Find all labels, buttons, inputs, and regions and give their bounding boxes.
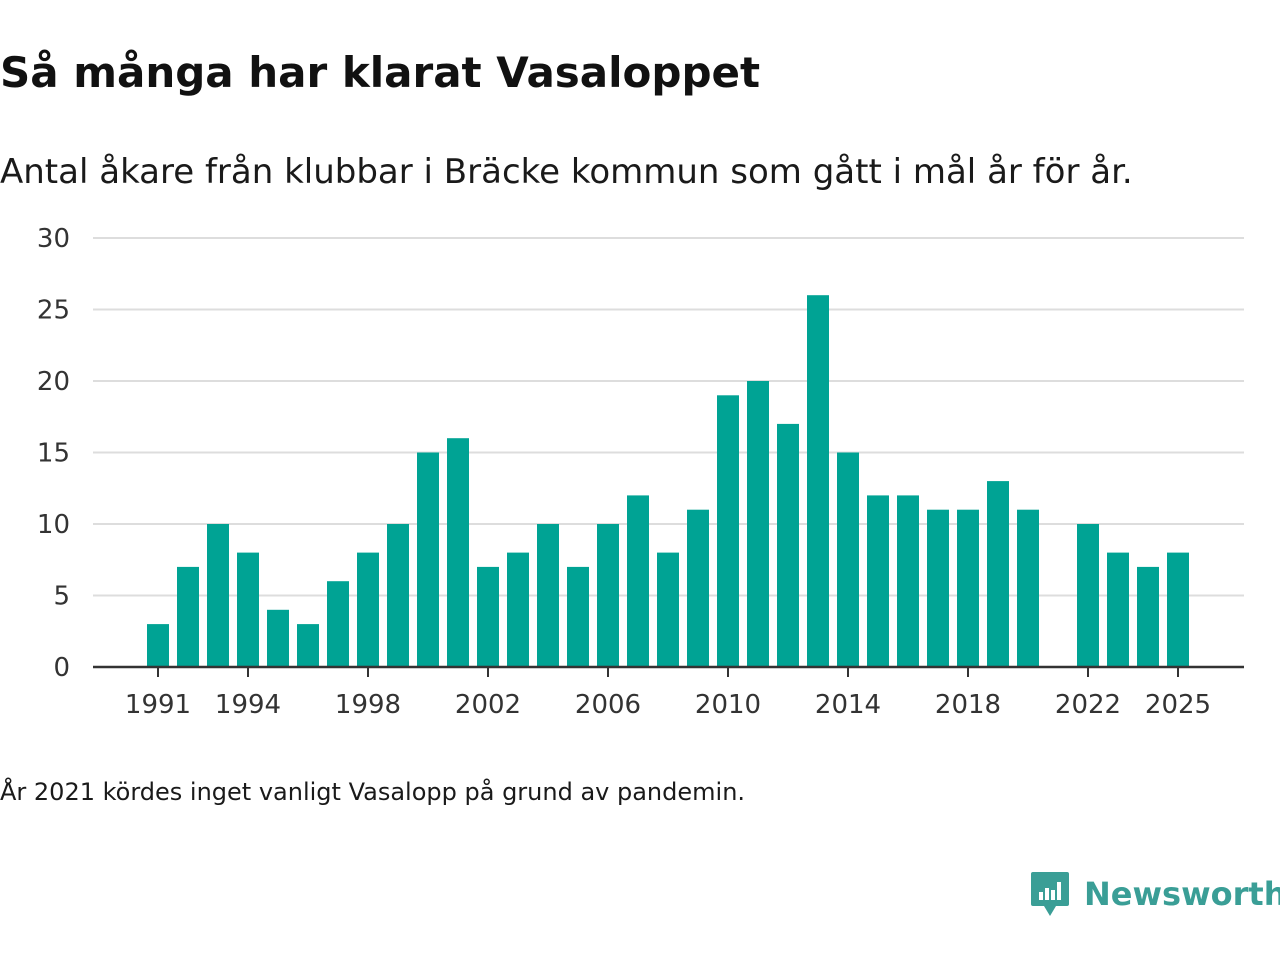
x-tick-label: 2022 bbox=[1055, 690, 1121, 720]
bar bbox=[657, 552, 679, 667]
brand-name: Newsworthy bbox=[1084, 875, 1280, 913]
newsworthy-logo: Newsworthy bbox=[1030, 870, 1280, 918]
bar bbox=[147, 624, 169, 667]
x-tick-label: 2006 bbox=[575, 690, 641, 720]
bar bbox=[207, 524, 229, 667]
bar bbox=[267, 609, 289, 667]
bar bbox=[1137, 566, 1159, 667]
bar bbox=[987, 481, 1009, 667]
y-tick-label: 15 bbox=[37, 439, 70, 469]
chart-title: Så många har klarat Vasaloppet bbox=[0, 48, 761, 97]
bar bbox=[447, 438, 469, 667]
y-axis-labels: 0 5 10 15 20 25 30 bbox=[37, 224, 70, 683]
y-tick-label: 5 bbox=[53, 582, 70, 612]
bar bbox=[297, 624, 319, 667]
bar bbox=[627, 495, 649, 667]
bar bbox=[477, 566, 499, 667]
chat-bars-icon bbox=[1031, 872, 1069, 916]
x-tick-label: 1991 bbox=[125, 690, 191, 720]
x-tick-label: 2014 bbox=[815, 690, 881, 720]
x-tick-label: 1998 bbox=[335, 690, 401, 720]
y-tick-label: 0 bbox=[53, 653, 70, 683]
chart-subtitle: Antal åkare från klubbar i Bräcke kommun… bbox=[0, 152, 1133, 192]
bar bbox=[777, 423, 799, 667]
x-tick-label: 1994 bbox=[215, 690, 281, 720]
bar bbox=[327, 581, 349, 667]
bar bbox=[867, 495, 889, 667]
bar bbox=[1077, 524, 1099, 667]
bar bbox=[357, 552, 379, 667]
bar bbox=[237, 552, 259, 667]
gridlines bbox=[93, 237, 1244, 597]
bar bbox=[747, 381, 769, 667]
bar bbox=[537, 524, 559, 667]
bar bbox=[957, 509, 979, 667]
bar bbox=[387, 524, 409, 667]
y-tick-label: 10 bbox=[37, 510, 70, 540]
y-tick-label: 30 bbox=[37, 224, 70, 254]
bar bbox=[897, 495, 919, 667]
footnote: År 2021 kördes inget vanligt Vasalopp på… bbox=[0, 778, 746, 806]
bar bbox=[1167, 552, 1189, 667]
bar bbox=[927, 509, 949, 667]
y-tick-label: 25 bbox=[37, 296, 70, 326]
x-tick-label: 2018 bbox=[935, 690, 1001, 720]
bar bbox=[807, 295, 829, 667]
bar bbox=[717, 395, 739, 667]
bar bbox=[687, 509, 709, 667]
x-tick-label: 2010 bbox=[695, 690, 761, 720]
bar bbox=[1017, 509, 1039, 667]
x-axis bbox=[93, 665, 1244, 677]
bar bbox=[597, 524, 619, 667]
bar bbox=[507, 552, 529, 667]
x-axis-labels: 1991 1994 1998 2002 2006 2010 2014 2018 2022 2025 bbox=[125, 690, 1211, 720]
x-tick-label: 2025 bbox=[1145, 690, 1211, 720]
bars bbox=[147, 295, 1189, 667]
bar bbox=[837, 452, 859, 667]
y-tick-label: 20 bbox=[37, 367, 70, 397]
bar bbox=[177, 566, 199, 667]
bar bbox=[417, 452, 439, 667]
bar bbox=[1107, 552, 1129, 667]
x-tick-label: 2002 bbox=[455, 690, 521, 720]
bar bbox=[567, 566, 589, 667]
